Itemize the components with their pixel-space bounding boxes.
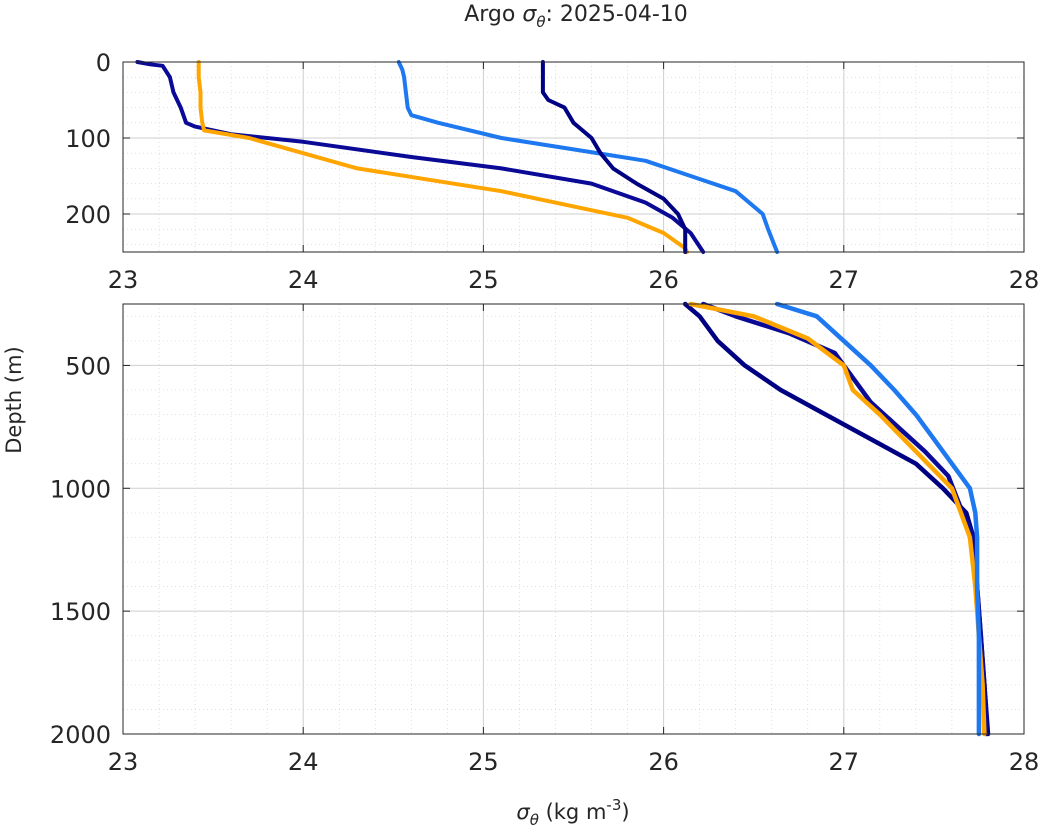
profile-line-orange xyxy=(196,60,689,254)
y-tick-label: 1000 xyxy=(50,475,111,503)
bottom-panel-series xyxy=(682,301,991,737)
profile-line-lightblue xyxy=(774,301,982,737)
y-axis-label: Depth (m) xyxy=(2,346,26,453)
x-tick-label: 28 xyxy=(1009,266,1040,294)
y-tick-label: 500 xyxy=(65,352,111,380)
x-tick-label: 26 xyxy=(648,266,679,294)
y-tick-label: 2000 xyxy=(50,721,111,749)
x-tick-label: 27 xyxy=(829,266,860,294)
top-panel: 23 24 25 26 27 28 0 100 200 xyxy=(65,49,1039,294)
x-tick-label: 25 xyxy=(468,266,499,294)
top-panel-series xyxy=(135,60,780,254)
x-tick-label: 24 xyxy=(288,748,319,776)
bottom-panel-ticks: 23 24 25 26 27 28 500 1000 1500 2000 xyxy=(50,304,1039,776)
profile-line-navy_b xyxy=(540,60,688,254)
top-panel-ticks: 23 24 25 26 27 28 0 100 200 xyxy=(65,49,1039,294)
x-tick-label: 27 xyxy=(829,748,860,776)
x-tick-label: 26 xyxy=(648,748,679,776)
y-tick-label: 200 xyxy=(65,201,111,229)
y-tick-label: 100 xyxy=(65,125,111,153)
figure-title: Argo σθ: 2025-04-10 xyxy=(464,2,688,31)
x-tick-label: 24 xyxy=(288,266,319,294)
x-tick-label: 25 xyxy=(468,748,499,776)
bottom-panel: 23 24 25 26 27 28 500 1000 1500 2000 xyxy=(50,301,1039,776)
profile-line-lightblue xyxy=(396,60,780,254)
x-tick-label: 28 xyxy=(1009,748,1040,776)
x-axis-label: σθ (kg m-3) xyxy=(516,796,629,829)
x-tick-label: 23 xyxy=(108,266,139,294)
y-tick-label: 1500 xyxy=(50,598,111,626)
bottom-panel-frame xyxy=(122,303,1025,735)
x-tick-label: 23 xyxy=(108,748,139,776)
top-panel-frame xyxy=(122,61,1025,253)
y-tick-label: 0 xyxy=(96,49,111,77)
